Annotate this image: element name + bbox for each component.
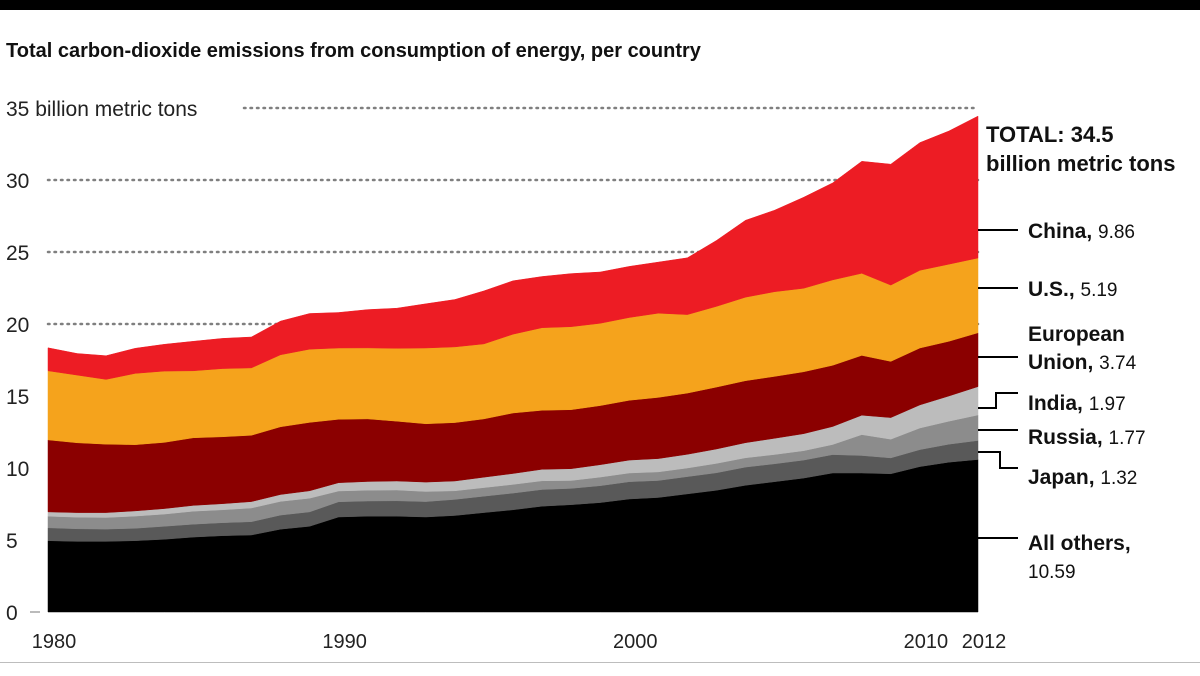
y-tick-label: 0	[6, 602, 18, 625]
label-india: India, 1.97	[1028, 392, 1126, 415]
x-tick-label: 2000	[613, 631, 658, 653]
label-eu: Union, 3.74	[1028, 351, 1137, 374]
total-unit-label: billion metric tons	[986, 151, 1175, 176]
x-tick-label: 1990	[322, 631, 367, 653]
y-tick-label: 30	[6, 170, 29, 193]
label-others-value: 10.59	[1028, 562, 1076, 583]
total-label: TOTAL: 34.5	[986, 122, 1114, 147]
label-china: China, 9.86	[1028, 220, 1135, 243]
series-labels: TOTAL: 34.5 billion metric tons China, 9.8…	[978, 122, 1175, 583]
x-axis: 1980 1990 2000 2010 2012	[32, 631, 1007, 653]
area-series	[47, 115, 979, 613]
label-others-name: All others,	[1028, 532, 1131, 555]
x-tick-label: 2010	[904, 631, 949, 653]
x-tick-label: 2012	[962, 631, 1007, 653]
y-axis: 0 5 10 15 20 25 30 35 billion metric tons	[6, 98, 197, 625]
label-russia: Russia, 1.77	[1028, 426, 1146, 449]
label-us: U.S., 5.19	[1028, 278, 1118, 301]
label-eu-line1: European	[1028, 323, 1125, 346]
chart-title: Total carbon-dioxide emissions from cons…	[6, 40, 701, 62]
y-tick-label: 5	[6, 530, 18, 553]
y-tick-label: 25	[6, 242, 29, 265]
y-tick-label: 10	[6, 458, 29, 481]
area-china	[47, 115, 979, 380]
leader-india	[978, 392, 1018, 409]
y-tick-label: 20	[6, 314, 29, 337]
label-japan: Japan, 1.32	[1028, 466, 1137, 489]
y-tick-label: 35 billion metric tons	[6, 98, 197, 121]
bottom-rule	[0, 662, 1200, 663]
top-rule	[0, 0, 1200, 10]
leader-japan	[978, 451, 1018, 469]
x-tick-label: 1980	[32, 631, 77, 653]
y-tick-label: 15	[6, 386, 29, 409]
